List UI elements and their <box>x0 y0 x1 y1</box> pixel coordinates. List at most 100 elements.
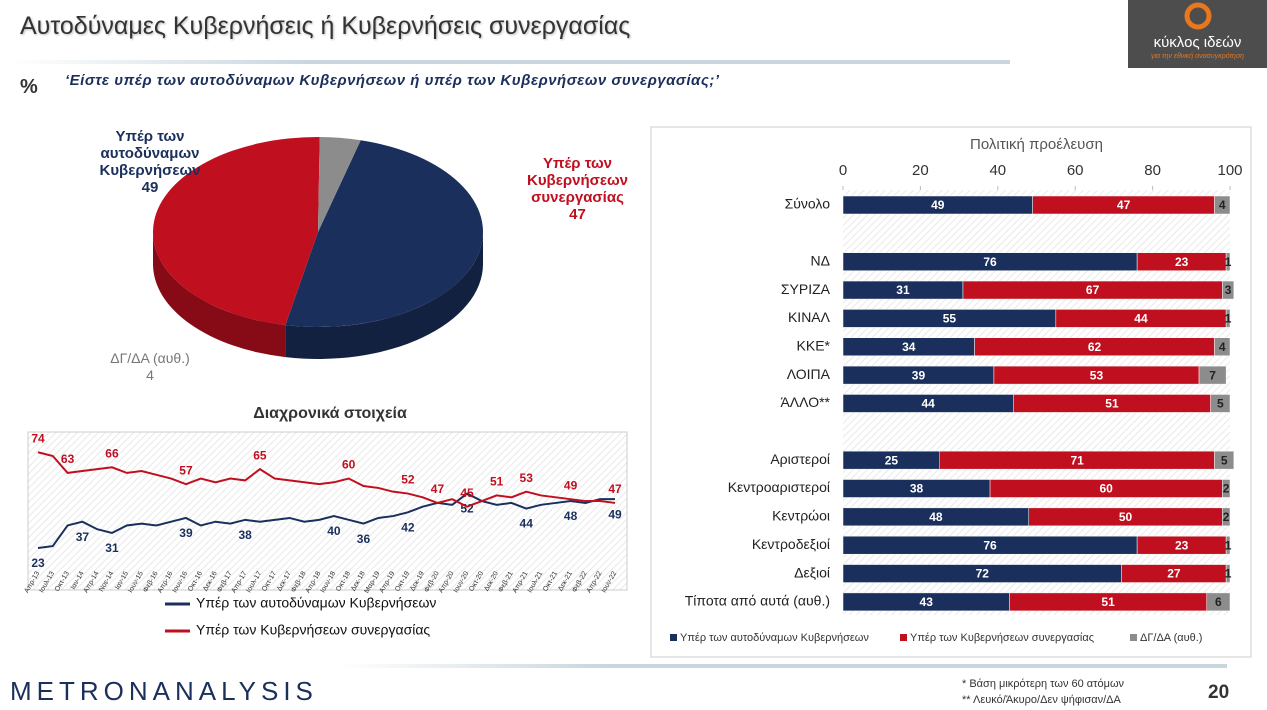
page-number: 20 <box>1208 682 1230 703</box>
bar-segment <box>1210 394 1231 413</box>
category-label: Δεξιοί <box>794 564 830 580</box>
footnote: ** Λευκό/Άκυρο/Δεν ψήφισαν/ΔΑ <box>962 694 1121 706</box>
logo-name: κύκλος ιδεών <box>1153 34 1242 51</box>
data-label: 66 <box>105 446 119 460</box>
pie-label-value: 4 <box>146 367 154 383</box>
category-label: ΆΛΛΟ** <box>780 394 830 410</box>
x-tick-label: 40 <box>989 162 1006 179</box>
bar-segment <box>1222 479 1231 498</box>
category-label: Κεντρώοι <box>772 508 830 524</box>
data-label: 52 <box>401 473 415 487</box>
data-label: 51 <box>490 475 504 489</box>
data-label: 76 <box>983 255 997 269</box>
category-label: ΚΚΕ* <box>797 337 831 353</box>
x-tick-label: 80 <box>1144 162 1161 179</box>
pie-slice <box>318 137 361 232</box>
category-label: ΚΙΝΑΛ <box>788 309 831 325</box>
data-label: 38 <box>238 528 252 542</box>
pie-slice <box>285 140 484 327</box>
data-label: 39 <box>912 368 926 382</box>
data-label: 63 <box>61 452 75 466</box>
data-label: 5 <box>1217 397 1224 411</box>
x-tick-label: 0 <box>839 162 847 179</box>
line <box>37 451 616 508</box>
legend-label: Υπέρ των Κυβερνήσεων συνεργασίας <box>196 622 430 638</box>
data-label: 1 <box>1225 538 1232 552</box>
pie-label-name: Υπέρ των αυτοδύναμων Κυβερνήσεων <box>99 128 201 179</box>
data-label: 31 <box>896 283 910 297</box>
pie-side <box>285 232 483 359</box>
data-label: 76 <box>983 538 997 552</box>
legend-label: Υπέρ των αυτοδύναμων Κυβερνήσεων <box>196 595 436 611</box>
data-label: 43 <box>920 595 934 609</box>
bar-segment <box>1198 365 1227 385</box>
legend-swatch <box>670 634 677 641</box>
line <box>37 492 615 549</box>
data-label: 5 <box>1221 453 1228 467</box>
bar-segment <box>1222 507 1231 527</box>
pie-label-name: Υπέρ των Κυβερνήσεων συνεργασίας <box>526 155 628 206</box>
legend-label: ΔΓ/ΔΑ (αυθ.) <box>1140 632 1202 644</box>
data-label: 55 <box>943 312 957 326</box>
category-label: ΝΔ <box>811 252 830 268</box>
data-label: 4 <box>1219 198 1226 212</box>
data-label: 60 <box>342 458 356 472</box>
title-rule <box>10 60 1010 64</box>
data-label: 1 <box>1225 312 1232 326</box>
logo-tagline: για την εθνική ανασυγκρότηση <box>1150 53 1245 60</box>
data-label: 49 <box>564 478 578 492</box>
data-label: 2 <box>1223 510 1230 524</box>
data-label: 44 <box>1134 312 1148 326</box>
data-label: 6 <box>1215 595 1222 609</box>
bar-segment <box>1225 309 1231 328</box>
data-label: 1 <box>1225 567 1232 581</box>
bar-segment <box>1206 592 1231 612</box>
bar-axis-title: Πολιτική προέλευση <box>970 136 1103 153</box>
pie-label-name: ΔΓ/ΔΑ (αυθ.) <box>110 350 190 366</box>
question: ‘Είστε υπέρ των αυτοδύναμων Κυβερνήσεων … <box>65 72 720 89</box>
pie-side <box>152 232 286 358</box>
data-label: 7 <box>1209 368 1216 382</box>
pie-label: Υπέρ των Κυβερνήσεων συνεργασίας 47 <box>515 155 640 223</box>
logo-icon <box>1184 2 1212 30</box>
data-label: 31 <box>105 541 119 555</box>
bar-segment <box>1225 564 1231 583</box>
category-label: Κεντροδεξιοί <box>752 536 830 552</box>
bar-segment <box>1214 450 1235 470</box>
category-label: Τίποτα από αυτά (αυθ.) <box>685 593 830 609</box>
data-label: 57 <box>179 463 193 477</box>
bar-segment <box>1225 535 1231 555</box>
data-label: 42 <box>401 520 415 534</box>
pie-label-value: 47 <box>569 206 586 223</box>
data-label: 39 <box>179 526 193 540</box>
data-label: 23 <box>1175 255 1189 269</box>
title: Αυτοδύναμες Κυβερνήσεις ή Κυβερνήσεις συ… <box>20 12 631 40</box>
data-label: 48 <box>564 509 578 523</box>
legend-swatch <box>900 634 907 641</box>
data-label: 49 <box>608 507 622 521</box>
data-label: 25 <box>885 453 899 467</box>
legend-label: Υπέρ των Κυβερνήσεων συνεργασίας <box>910 632 1094 644</box>
data-label: 53 <box>520 471 534 485</box>
data-label: 2 <box>1223 482 1230 496</box>
data-label: 4 <box>1219 340 1226 354</box>
bar-segment <box>1214 337 1231 356</box>
x-tick-label: 60 <box>1067 162 1084 179</box>
data-label: 47 <box>431 482 445 496</box>
data-label: 71 <box>1070 453 1084 467</box>
pie-label: Υπέρ των αυτοδύναμων Κυβερνήσεων 49 <box>80 128 220 196</box>
data-label: 51 <box>1101 595 1115 609</box>
footer-rule <box>340 664 1227 668</box>
data-label: 1 <box>1225 255 1232 269</box>
x-tick-label: 100 <box>1217 162 1242 179</box>
data-label: 62 <box>1088 340 1102 354</box>
pie-label-value: 49 <box>141 179 159 196</box>
data-label: 67 <box>1086 283 1100 297</box>
bar-segment <box>1222 280 1235 300</box>
data-label: 47 <box>1117 198 1131 212</box>
x-tick-label: 20 <box>912 162 929 179</box>
pie-label: ΔΓ/ΔΑ (αυθ.) 4 <box>80 350 220 384</box>
data-label: 72 <box>976 567 990 581</box>
